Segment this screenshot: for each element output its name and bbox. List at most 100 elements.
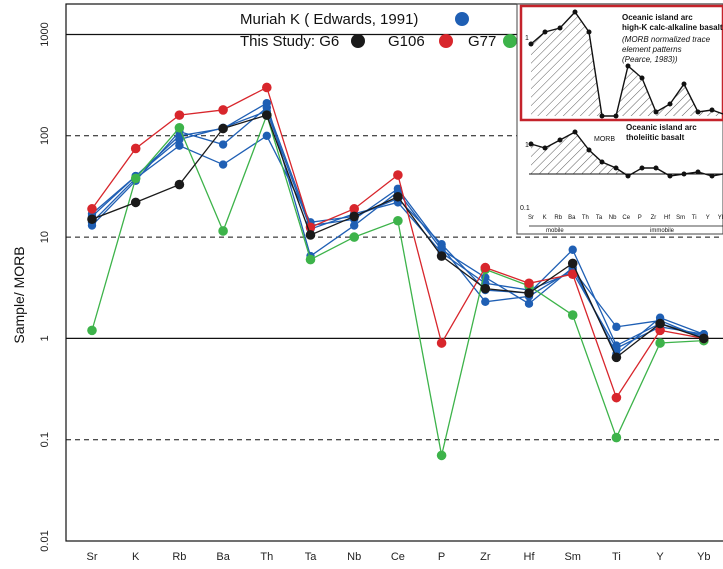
point-edwards-3-ti [612,322,621,332]
inset-title-2: high-K calc-alkaline basalt [622,23,723,32]
x-tick-sm: Sm [564,551,581,563]
inset-x-label-nb: Nb [609,215,617,221]
point-g6-nb [349,211,360,222]
legend-g77-marker [503,34,517,48]
point-edwards-3-zr [481,297,490,306]
point-g6-rb [174,179,185,190]
point-g77-ta [305,254,316,265]
point-g77-ce [393,215,403,226]
inset-figure: 1 Oceanic island arc high-K calc-alkalin… [516,3,723,235]
inset-x-label-ta: Ta [596,215,603,221]
point-g77-p [436,450,447,461]
point-g77-ti [611,432,622,443]
point-g106-zr [480,262,491,273]
legend: Muriah K ( Edwards, 1991) This Study: G6… [240,11,517,50]
inset-x-label-th: Th [582,215,589,221]
point-edwards-3-ce [393,184,403,193]
inset-upper-markers [528,9,715,119]
x-tick-y: Y [656,551,664,563]
point-g77-sr [87,325,97,336]
point-g106-sr [87,204,97,214]
x-tick-zr: Zr [480,551,491,563]
point-g6-hf [524,288,534,298]
x-tick-ce: Ce [391,551,405,563]
point-g6-th [262,110,272,120]
inset-x-label-rb: Rb [554,215,562,221]
point-edwards-3-ba [218,140,228,149]
x-tick-k: K [132,551,140,563]
point-g6-yb [699,333,709,344]
point-g77-nb [349,232,360,242]
inset-x-label-sr: Sr [528,215,534,221]
y-tick-0.1: 0.1 [39,432,51,447]
inset-x-label-k: K [543,215,547,221]
point-edwards-3-p [437,242,446,252]
legend-g77-label: G77 [468,33,496,50]
point-g106-k [130,143,141,154]
inset-outline [516,3,723,235]
x-tick-yb: Yb [697,551,710,563]
point-edwards-4-ti [612,344,621,353]
point-g106-th [262,82,272,93]
legend-edwards-label: Muriah K ( Edwards, 1991) [240,11,418,28]
point-g6-sm [567,258,578,269]
point-edwards-2-nb [350,221,359,230]
plot-frame [65,3,723,542]
legend-g106-label: G106 [388,33,425,50]
series-g6 [87,110,709,363]
inset-x-label-ce: Ce [622,215,630,221]
inset-upper-tick-1: 1 [525,35,529,42]
inset-x-label-ba: Ba [568,215,576,221]
point-g6-ti [611,352,622,363]
inset-x-label-hf: Hf [664,215,670,221]
point-g106-ti [611,392,622,403]
inset-lower-title-2: tholeiitic basalt [626,133,685,142]
x-tick-nb: Nb [347,551,361,563]
inset-note-1: (MORB normalized trace [622,35,711,44]
point-g106-y [655,325,665,336]
point-edwards-1-ba [218,160,228,169]
point-g106-ce [393,170,403,180]
point-g106-ba [218,105,228,115]
y-tick-0.01: 0.01 [39,530,51,551]
x-tick-ba: Ba [216,551,230,563]
inset-lower-markers [528,129,715,179]
inset-lower-title-1: Oceanic island arc [626,123,697,132]
point-g77-ba [218,226,228,236]
inset-title-1: Oceanic island arc [622,13,693,22]
y-tick-1000: 1000 [39,22,51,46]
point-g6-ta [305,230,316,240]
legend-g6-marker [351,34,365,48]
inset-mobile-label: mobile [546,228,564,234]
inset-upper-panel-highlight [519,4,723,122]
inset-morb-label: MORB [594,136,615,143]
x-tick-th: Th [260,551,273,563]
point-g6-k [130,197,141,208]
point-g77-rb [174,122,185,133]
point-g6-y [655,318,665,329]
point-edwards-2-hf [524,299,534,308]
point-g77-k [130,173,141,184]
y-tick-labels: 0.01 0.1 1 10 100 1000 [39,22,51,551]
point-g77-y [655,338,665,348]
point-g6-ce [393,191,403,202]
point-edwards-4-rb [175,135,184,144]
x-tick-p: P [438,551,445,563]
x-tick-hf: Hf [524,551,536,563]
inset-note-3: (Pearce, 1983)) [622,55,678,64]
point-g106-rb [174,110,185,120]
inset-x-label-zr: Zr [651,215,657,221]
point-g106-hf [524,278,534,289]
point-g6-ba [218,123,228,134]
inset-x-label-ti: Ti [692,215,697,221]
point-edwards-1-th [262,131,271,140]
point-edwards-1-rb [175,141,184,150]
point-edwards-1-sm [568,245,577,254]
point-g106-p [436,338,447,348]
inset-x-labels: Sr K Rb Ba Th Ta Nb Ce P Zr Hf Sm Ti Y Yb [528,215,723,221]
x-tick-labels: Sr K Rb Ba Th Ta Nb Ce P Zr Hf Sm Ti Y Y… [87,551,711,563]
point-g6-zr [480,283,491,294]
point-g6-p [436,251,447,261]
legend-g106-marker [439,34,453,48]
